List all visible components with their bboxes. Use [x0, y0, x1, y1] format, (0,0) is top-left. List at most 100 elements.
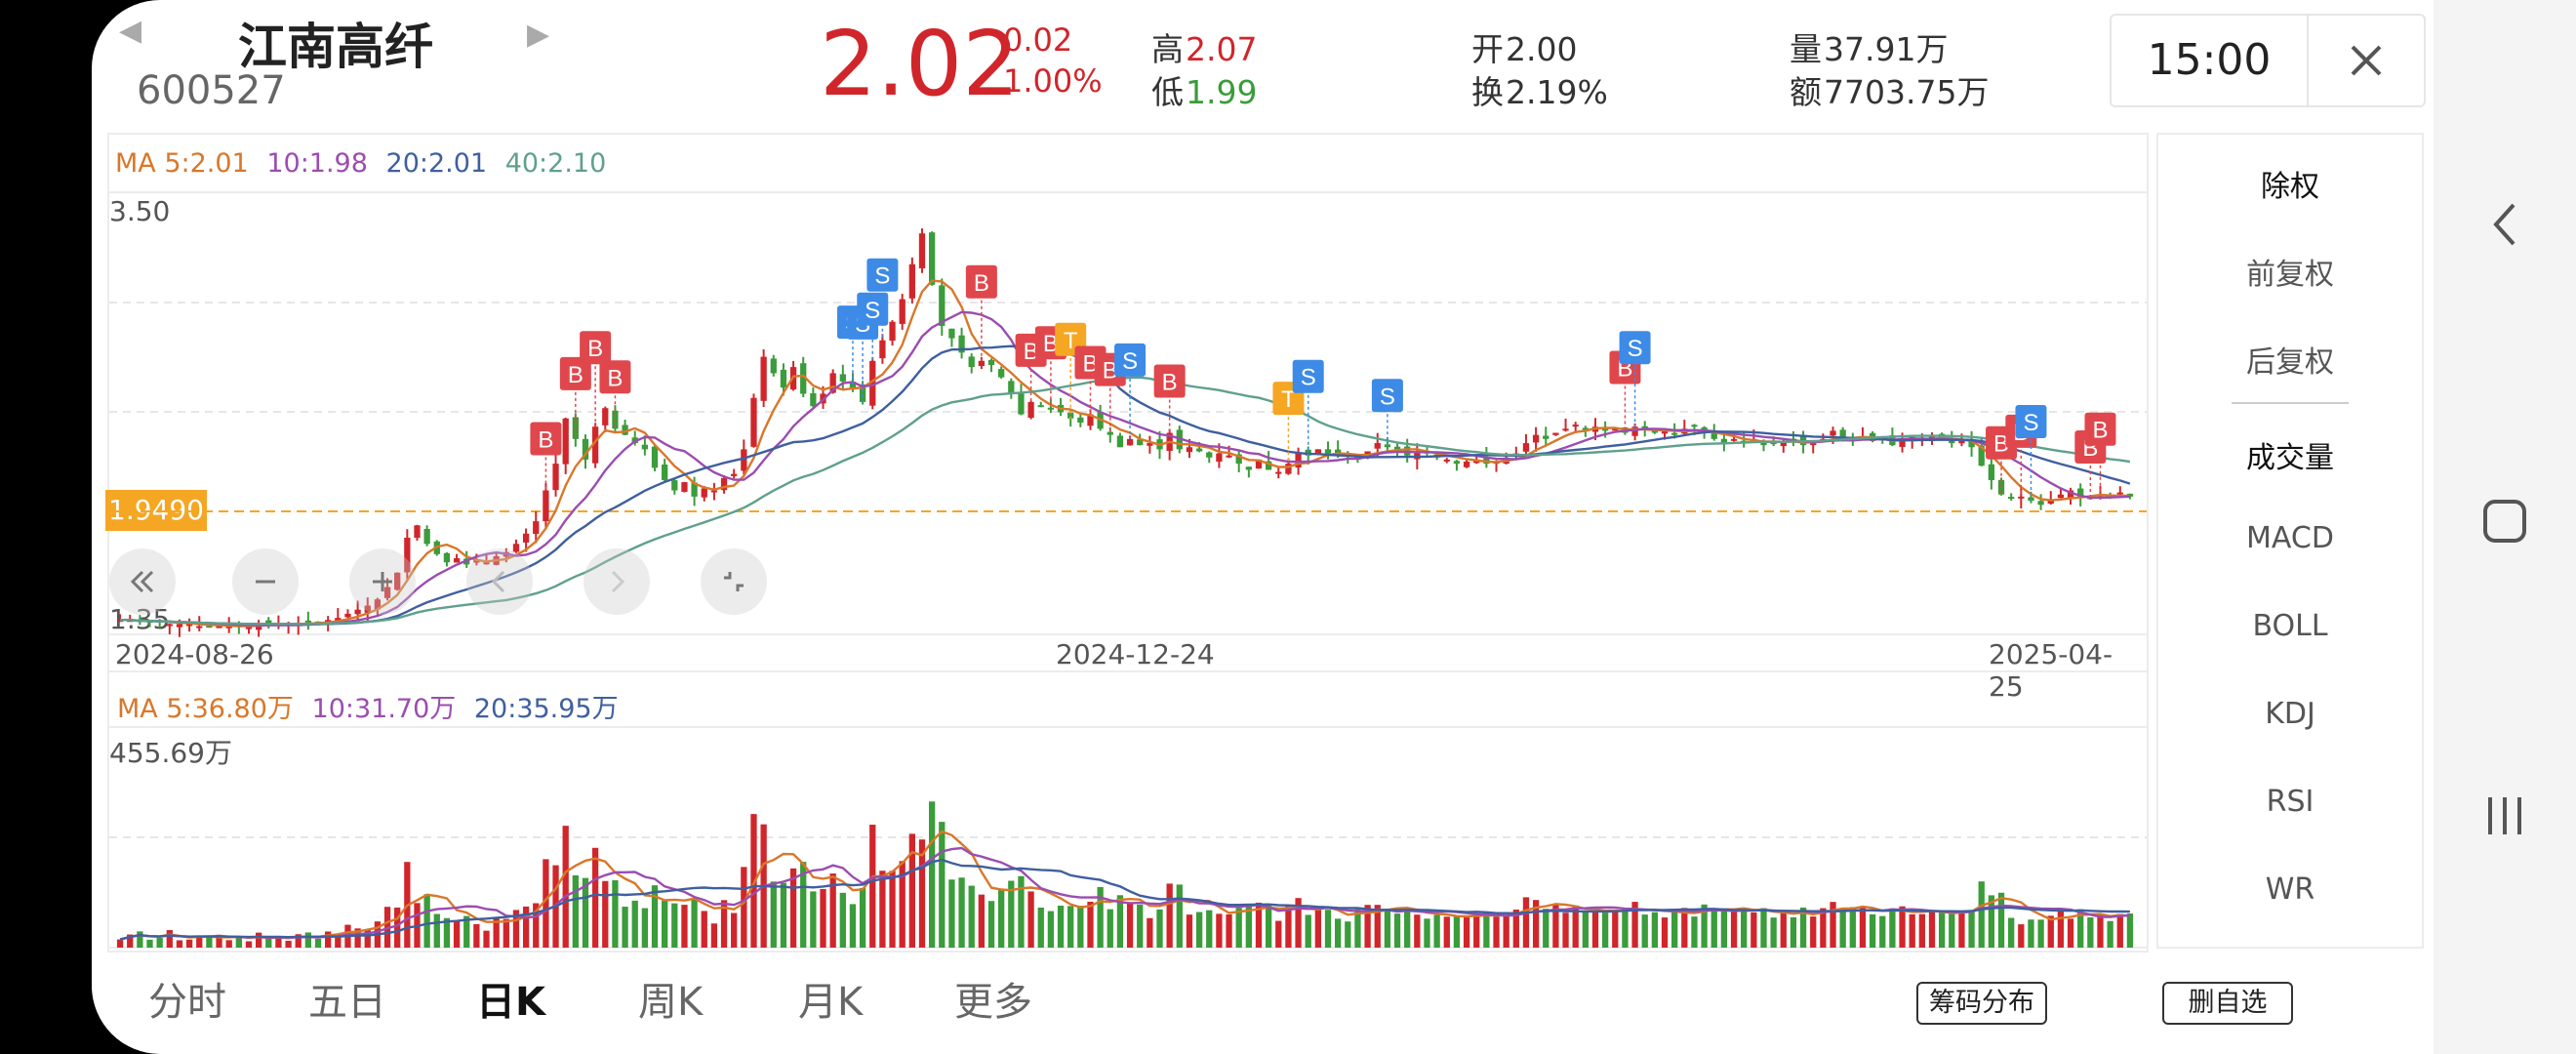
- remove-watchlist-button[interactable]: 删自选: [2162, 982, 2293, 1025]
- zoom-out-button[interactable]: [232, 548, 299, 615]
- volume-bar: [2077, 909, 2084, 948]
- tab-weekly-k[interactable]: 周K: [638, 980, 704, 1025]
- next-stock-icon[interactable]: ▶: [527, 18, 550, 52]
- volume-bar: [1265, 905, 1272, 948]
- panel-item-wr[interactable]: WR: [2265, 872, 2315, 907]
- panel-item-macd[interactable]: MACD: [2246, 521, 2334, 555]
- volume-bar: [1968, 910, 1975, 948]
- candle-body: [414, 525, 421, 539]
- tab-five-day[interactable]: 五日: [308, 980, 386, 1025]
- candle-body: [1255, 459, 1263, 469]
- signal-label: S: [874, 264, 890, 290]
- volume-bar: [1879, 915, 1886, 948]
- candle-body: [166, 624, 173, 627]
- volume-bar: [304, 932, 312, 948]
- volume-bar: [1661, 917, 1669, 948]
- candle-body: [176, 624, 183, 628]
- volume-bar: [750, 814, 757, 948]
- volume-bar: [701, 911, 707, 948]
- scroll-start-button[interactable]: [109, 548, 176, 615]
- close-button[interactable]: [2309, 16, 2424, 105]
- price-ma-legend: MA 5:2.01 10:1.98 20:2.01 40:2.10: [115, 148, 606, 179]
- scroll-left-button[interactable]: [466, 548, 533, 615]
- candle-body: [2037, 501, 2044, 506]
- tab-more[interactable]: 更多: [954, 980, 1032, 1025]
- volume-bar: [1751, 912, 1757, 948]
- low-value: 1.99: [1186, 73, 1258, 111]
- volume-bar: [2087, 917, 2094, 948]
- volume-bar: [423, 894, 430, 948]
- volume-bar: [2047, 915, 2054, 948]
- panel-item-backward-adjust[interactable]: 后复权: [2246, 345, 2334, 380]
- volume-bar: [1374, 905, 1381, 948]
- volume-bar: [1691, 916, 1698, 948]
- volume-bar: [2037, 919, 2044, 948]
- price-change-percent: 1.00%: [1003, 62, 1103, 100]
- volume-bar: [2028, 919, 2034, 948]
- volume-bar: [562, 826, 569, 948]
- tab-intraday[interactable]: 分时: [148, 980, 226, 1025]
- volume-bar: [1483, 912, 1490, 948]
- volume-bar: [939, 822, 946, 948]
- candle-body: [1760, 442, 1767, 446]
- reset-zoom-button[interactable]: [701, 548, 767, 615]
- signal-badge: [2015, 405, 2047, 439]
- panel-item-volume[interactable]: 成交量: [2246, 441, 2334, 475]
- candle-body: [225, 626, 232, 628]
- prev-stock-icon[interactable]: ◀: [119, 14, 142, 48]
- panel-item-boll[interactable]: BOLL: [2252, 609, 2328, 643]
- ma40-label: 40:2.10: [504, 148, 607, 179]
- candle-body: [1008, 381, 1015, 394]
- panel-item-rsi[interactable]: RSI: [2266, 785, 2314, 819]
- tab-daily-k[interactable]: 日K: [476, 980, 545, 1025]
- vol-ma20-label: 20:35.95万: [473, 694, 619, 724]
- nav-recents-button[interactable]: [2434, 757, 2576, 874]
- candle-body: [216, 626, 222, 628]
- panel-item-kdj[interactable]: KDJ: [2265, 697, 2315, 731]
- chip-distribution-button[interactable]: 筹码分布: [1916, 982, 2047, 1025]
- nav-home-button[interactable]: [2434, 463, 2576, 580]
- panel-item-forward-adjust[interactable]: 前复权: [2246, 258, 2334, 292]
- volume-bar: [1641, 914, 1648, 948]
- volume-bar: [1057, 906, 1065, 948]
- signal-label: B: [1043, 331, 1059, 357]
- recents-icon: [2488, 797, 2521, 834]
- zoom-in-button[interactable]: [349, 548, 416, 615]
- open-stat: 开2.00: [1471, 23, 1577, 70]
- panel-item-ex-rights[interactable]: 除权: [2261, 170, 2319, 204]
- volume-bar: [533, 903, 540, 948]
- volume-bar: [1087, 901, 1094, 948]
- volume-bar: [899, 861, 906, 948]
- candle-body: [2067, 490, 2074, 498]
- volume-bar: [622, 907, 628, 948]
- scroll-right-button[interactable]: [584, 548, 650, 615]
- volume-bar: [1463, 915, 1470, 948]
- volume-bar: [839, 892, 846, 948]
- candle-body: [1839, 429, 1846, 437]
- volume-bar: [394, 907, 401, 948]
- candle-body: [948, 328, 955, 339]
- volume-stat: 量37.91万: [1790, 23, 1948, 70]
- volume-bar: [1988, 895, 1995, 948]
- candle-body: [1285, 464, 1292, 474]
- tab-monthly-k[interactable]: 月K: [798, 980, 864, 1025]
- nav-back-button[interactable]: [2434, 166, 2576, 283]
- candle-body: [1107, 431, 1113, 435]
- candle-body: [1651, 430, 1659, 433]
- low-stat: 低1.99: [1151, 66, 1257, 113]
- volume-bar: [166, 930, 173, 948]
- stock-app: ◀ 江南高纤 ▶ 600527 2.02 0.02 1.00% 高2.07 低1…: [92, 0, 2434, 1054]
- candle-body: [335, 618, 342, 623]
- candle-body: [1711, 433, 1717, 439]
- volume-bar: [1404, 907, 1411, 948]
- volume-bar: [433, 913, 440, 948]
- signal-label: B: [1162, 370, 1178, 396]
- candle-body: [1543, 435, 1550, 439]
- kline-chart-area[interactable]: MA 5:2.01 10:1.98 20:2.01 40:2.10 3.50 1…: [105, 133, 2149, 953]
- volume-bar: [1107, 909, 1113, 948]
- volume-bar: [1037, 907, 1044, 948]
- candle-body: [681, 482, 688, 492]
- volume-bar: [1195, 912, 1203, 948]
- candle-body: [987, 359, 995, 365]
- volume-bar: [1235, 908, 1242, 948]
